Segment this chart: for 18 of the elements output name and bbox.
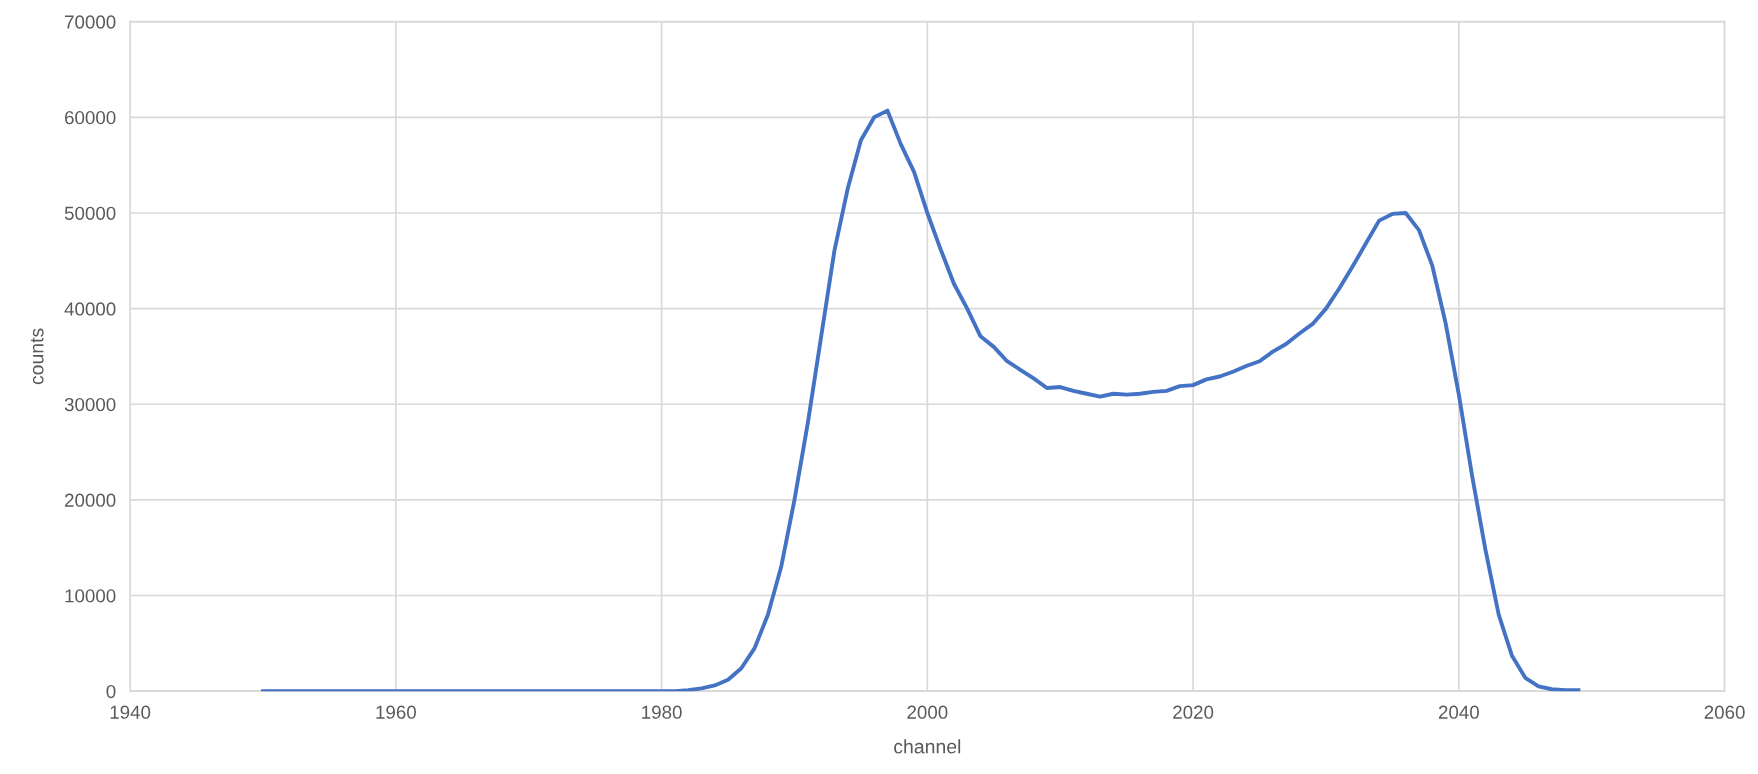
x-tick-label: 1960 (376, 705, 416, 719)
x-tick-label: 2000 (907, 705, 948, 719)
y-tick-label: 60000 (65, 111, 116, 125)
y-tick-label: 10000 (65, 589, 116, 603)
y-tick-label: 40000 (64, 302, 116, 316)
y-tick-label: 70000 (65, 15, 116, 29)
y-tick-label: 50000 (64, 206, 116, 220)
line-series (261, 108, 1581, 692)
y-tick-label: 20000 (65, 493, 116, 507)
x-tick-label: 2020 (1173, 705, 1214, 719)
x-tick-label: 2060 (1704, 705, 1745, 719)
y-axis-title: counts (30, 328, 44, 385)
x-tick-label: 2040 (1438, 705, 1479, 719)
y-tick-label: 0 (106, 684, 116, 699)
x-tick-label: 1940 (110, 705, 151, 719)
x-tick-label: 1980 (642, 705, 682, 719)
y-tick-label: 30000 (64, 397, 116, 412)
x-axis-title: channel (894, 739, 961, 754)
